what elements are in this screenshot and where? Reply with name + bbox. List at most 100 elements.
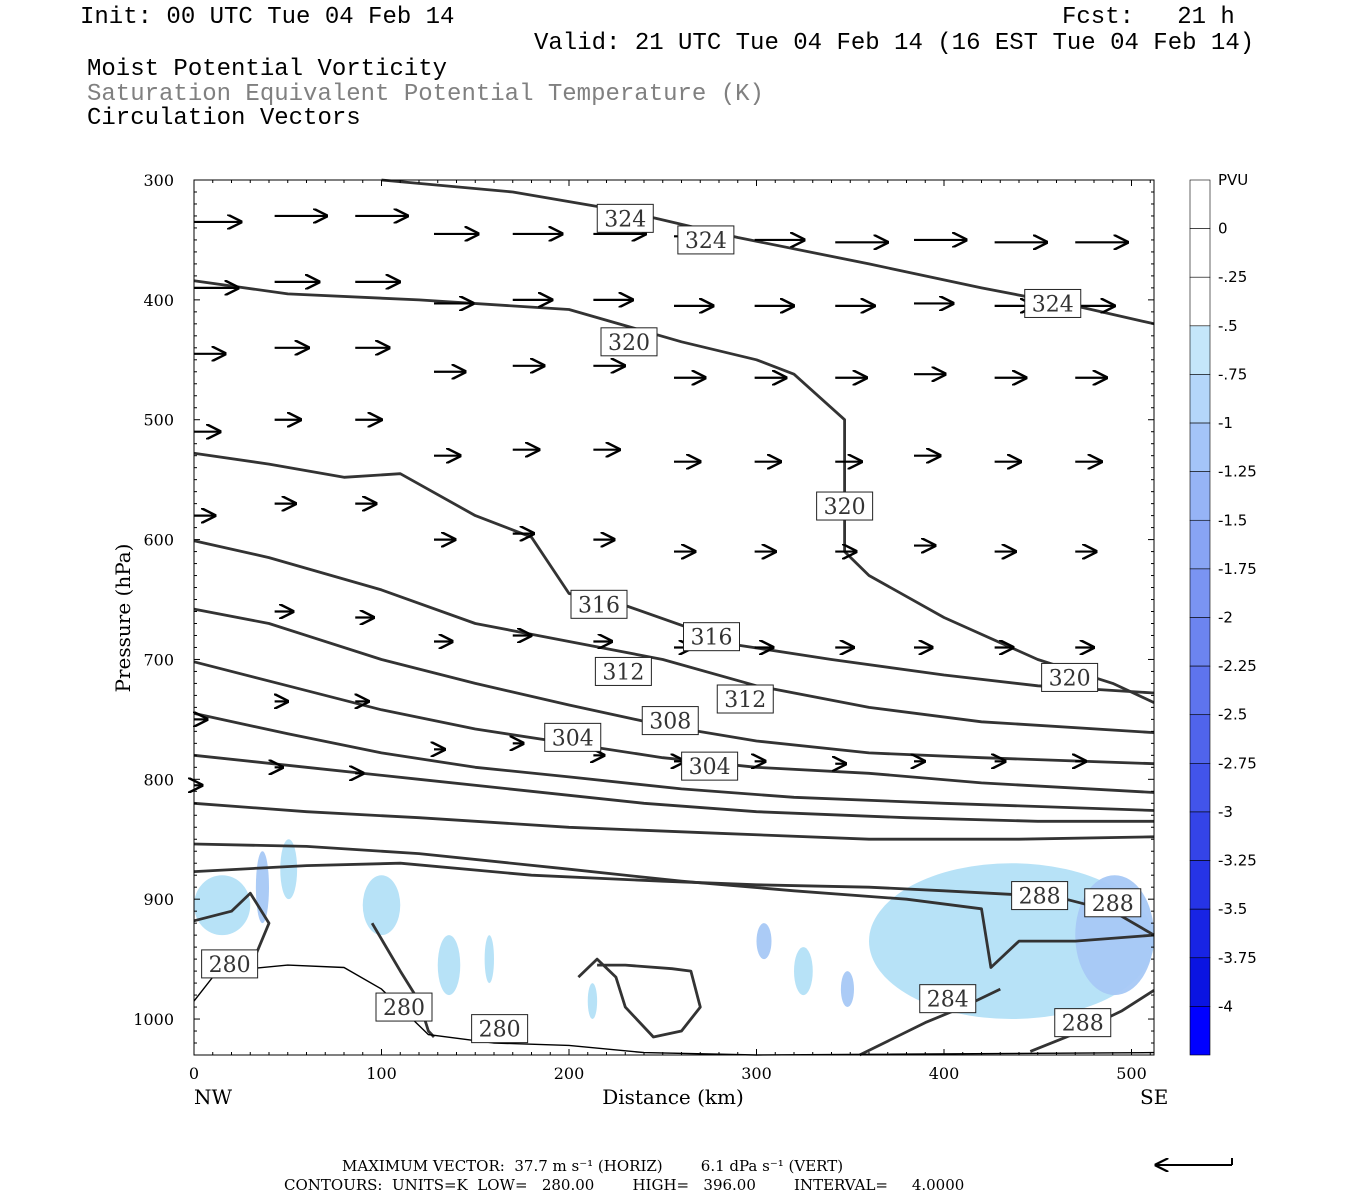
contour-label-text: 320 [608,331,650,356]
colorbar-tick-label: -2.75 [1218,754,1257,772]
contour-line-292 [193,801,1155,841]
colorbar-tick-label: 0 [1218,220,1228,238]
x-axis-label: Distance (km) [602,1085,744,1109]
contour-label-box [681,751,739,781]
contour-label: 324 [596,203,654,233]
contour-label: 324 [677,225,735,255]
contour-line-304 [193,660,1155,794]
contour-label-box [1084,888,1142,918]
axes: 300 400 500 600 700 800 900 1000 0 100 200 300 400 50… [133,171,1154,1083]
max-vector-text: MAXIMUM VECTOR: 37.7 m s⁻¹ (HORIZ) 6.1 d… [342,1157,844,1175]
colorbar-swatch [1189,908,1211,959]
contour-label-box [570,589,628,619]
colorbar-swatch [1189,860,1211,910]
colorbar-tick-label: -1.5 [1218,511,1247,529]
forecast-hour: Fcst: 21 h [1062,4,1235,31]
contour-label-box [600,327,658,357]
reference-vector [1156,1158,1233,1165]
contour-label: 280 [471,1014,529,1044]
valid-time: Valid: 21 UTC Tue 04 Feb 14 (16 EST Tue … [534,30,1255,57]
colorbar-swatch [1189,617,1211,667]
colorbar-swatch [1189,179,1211,229]
contour-label-text: 324 [1032,292,1074,317]
colorbar-tick-label: -3.25 [1218,852,1257,870]
contour-label: 312 [594,656,652,686]
colorbar-swatch [1189,811,1211,861]
colorbar-tick-label: -.25 [1218,268,1247,286]
y-tick-label: 600 [143,531,174,550]
colorbar-swatch [1189,325,1211,375]
contour-label-text: 304 [552,726,594,751]
pv-patch [840,971,854,1008]
contour-label-text: 316 [691,626,733,651]
contour-label-text: 308 [649,710,691,735]
x-tick-label: 200 [554,1064,585,1083]
contour-label: 320 [816,491,874,521]
x-tick-label: 500 [1116,1064,1147,1083]
contour-label-text: 280 [479,1018,521,1043]
pv-shading [194,839,1154,1020]
colorbar-swatch [1189,228,1211,278]
field-label-thetae: Saturation Equivalent Potential Temperat… [87,81,764,108]
contour-label-text: 288 [1019,885,1061,910]
init-time: Init: 00 UTC Tue 04 Feb 14 [80,4,455,31]
contour-label-box [201,949,259,979]
colorbar-swatch [1189,471,1211,521]
pv-patch [484,935,494,984]
contour-label-box [1024,288,1082,318]
pv-patch [794,947,813,996]
contour-line-296 [193,753,1154,823]
contour-line-320 [193,279,1155,704]
contour-label: 316 [570,589,628,619]
contour-label-box [677,225,735,255]
contour-label-text: 284 [927,988,969,1013]
contour-label: 304 [681,751,739,781]
contour-label-box [471,1014,529,1044]
y-tick-label: 1000 [133,1010,174,1029]
colorbar: 0 -.25 -.5 -.75 -1 -1.25 -1.5 -1.75 -2 -2.25 -2.5 -… [1189,179,1257,1056]
contour-label: 280 [201,949,259,979]
x-tick-label: 300 [741,1064,772,1083]
y-tick-label: 700 [143,650,174,669]
contour-label-box [1011,881,1069,911]
y-tick-label: 500 [143,411,174,430]
contour-label-text: 288 [1092,892,1134,917]
colorbar-swatch [1189,422,1211,472]
pv-patch [437,935,461,996]
contour-line-300 [193,712,1155,812]
contour-label: 288 [1084,888,1142,918]
pv-patch [587,983,598,1020]
y-tick-label: 900 [143,890,174,909]
contour-label: 316 [683,622,740,652]
x-tick-label: 400 [929,1064,960,1083]
contour-labels: 3243243243203203203163163123123083043042… [201,203,1142,1044]
colorbar-swatch [1189,957,1211,1007]
colorbar-swatch [1189,519,1211,570]
colorbar-tick-label: -3.75 [1218,949,1257,967]
pv-patch [280,839,298,900]
contour-label-box [641,706,699,736]
pv-patch [194,875,251,936]
colorbar-swatch [1189,374,1211,424]
colorbar-tick-label: -.5 [1218,317,1238,335]
pv-patch [362,875,401,936]
contour-label: 324 [1024,288,1082,318]
contour-label: 304 [544,722,602,752]
contour-label-box [816,491,874,521]
y-tick-label: 800 [143,770,174,789]
contour-line-284 [193,861,1155,937]
contour-label: 280 [375,992,433,1022]
contour-info-text: CONTOURS: UNITS=K LOW= 280.00 HIGH= 396.… [284,1176,965,1194]
contour-label-text: 288 [1062,1012,1104,1037]
colorbar-swatch [1189,714,1211,764]
contour-label-box [683,622,740,652]
contour-line-312 [193,539,1155,734]
contour-label-text: 324 [604,207,646,232]
contour-label-box [594,656,652,686]
colorbar-tick-label: -1.25 [1218,463,1257,481]
circulation-vectors [194,216,1127,785]
contour-label-text: 280 [209,953,251,978]
x-tick-label: 0 [189,1064,199,1083]
contour-line-308 [193,607,1155,766]
